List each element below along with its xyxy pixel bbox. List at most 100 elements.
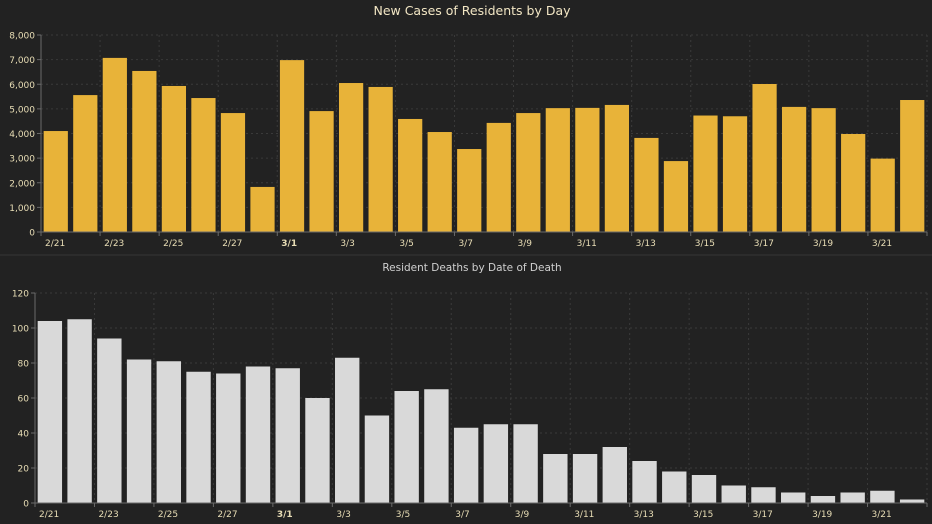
cases-bar-3-7[interactable] <box>457 149 482 232</box>
cases-ytick-label: 4,000 <box>9 130 35 140</box>
cases-ytick-label: 6,000 <box>9 81 35 91</box>
deaths-xtick-label: 2/27 <box>217 510 237 520</box>
deaths-bar-2-23[interactable] <box>97 338 122 504</box>
deaths-xtick-label: 3/11 <box>574 510 594 520</box>
cases-bar-3-8[interactable] <box>486 122 511 232</box>
cases-ytick-label: 8,000 <box>9 32 35 42</box>
cases-bar-2-25[interactable] <box>161 85 187 232</box>
deaths-bar-3-5[interactable] <box>394 391 419 503</box>
panel-divider <box>0 254 932 256</box>
deaths-bar-3-20[interactable] <box>840 492 865 504</box>
deaths-bar-2-26[interactable] <box>186 371 211 503</box>
deaths-bar-2-22[interactable] <box>67 319 92 503</box>
deaths-bar-3-15[interactable] <box>691 475 717 503</box>
cases-bar-3-9[interactable] <box>516 113 541 232</box>
deaths-chart: Resident Deaths by Date of Death 0 20 40 60 8… <box>12 262 928 520</box>
cases-bar-3-2[interactable] <box>309 111 334 232</box>
deaths-bar-3-7[interactable] <box>453 427 479 503</box>
cases-ytick-label: 0 <box>29 229 35 239</box>
cases-ytick-label: 2,000 <box>9 179 35 189</box>
deaths-xtick-label: 3/1 <box>277 510 293 520</box>
cases-ytick-label: 7,000 <box>9 56 35 66</box>
cases-bar-3-12[interactable] <box>604 104 630 232</box>
deaths-bar-3-1[interactable] <box>275 368 300 503</box>
deaths-ytick-label: 120 <box>12 290 29 300</box>
cases-bar-3-20[interactable] <box>841 133 866 232</box>
cases-bar-3-18[interactable] <box>781 106 807 232</box>
deaths-bar-3-22[interactable] <box>899 499 925 504</box>
deaths-ytick-label: 20 <box>18 465 30 475</box>
deaths-bar-3-2[interactable] <box>305 398 330 503</box>
cases-bar-3-3[interactable] <box>338 83 364 232</box>
cases-ytick-label: 3,000 <box>9 155 35 165</box>
deaths-ytick-label: 80 <box>18 360 30 370</box>
cases-xtick-label: 3/19 <box>813 239 833 249</box>
deaths-xtick-label: 3/7 <box>455 510 469 520</box>
cases-bar-3-21[interactable] <box>870 158 895 232</box>
cases-bar-2-22[interactable] <box>73 95 98 233</box>
deaths-bar-3-17[interactable] <box>751 487 776 503</box>
deaths-ytick-label: 40 <box>18 430 30 440</box>
cases-bar-2-28[interactable] <box>250 186 275 232</box>
deaths-bar-2-24[interactable] <box>126 359 152 504</box>
cases-chart-title: New Cases of Residents by Day <box>373 3 571 18</box>
cases-xtick-label: 2/23 <box>104 239 124 249</box>
deaths-bar-2-21[interactable] <box>37 321 63 503</box>
cases-xtick-label: 3/15 <box>695 239 715 249</box>
cases-bar-3-16[interactable] <box>722 116 748 232</box>
deaths-bar-3-6[interactable] <box>424 389 449 503</box>
cases-bar-2-24[interactable] <box>132 70 157 232</box>
cases-bar-2-23[interactable] <box>102 57 127 233</box>
deaths-bar-3-14[interactable] <box>662 471 687 504</box>
deaths-bar-3-4[interactable] <box>364 415 390 504</box>
deaths-bar-2-25[interactable] <box>156 361 181 503</box>
cases-bar-3-10[interactable] <box>545 108 570 232</box>
deaths-bar-3-10[interactable] <box>543 454 568 503</box>
cases-ytick-label: 5,000 <box>9 105 35 115</box>
deaths-xtick-label: 3/13 <box>634 510 654 520</box>
deaths-bar-3-13[interactable] <box>632 461 657 503</box>
cases-xtick-label: 3/3 <box>340 239 354 249</box>
cases-bar-2-27[interactable] <box>220 113 246 232</box>
deaths-bar-3-16[interactable] <box>721 485 746 504</box>
deaths-xtick-label: 2/25 <box>158 510 178 520</box>
deaths-chart-title: Resident Deaths by Date of Death <box>382 262 561 274</box>
cases-xtick-label: 2/21 <box>45 239 65 249</box>
cases-bar-2-26[interactable] <box>191 98 216 232</box>
cases-xtick-label: 3/11 <box>577 239 597 249</box>
cases-bar-3-19[interactable] <box>811 108 836 232</box>
deaths-ytick-label: 0 <box>23 500 29 510</box>
cases-bar-3-15[interactable] <box>693 115 718 232</box>
cases-xtick-label: 2/25 <box>163 239 183 249</box>
cases-xtick-label: 3/1 <box>281 239 297 249</box>
cases-bar-2-21[interactable] <box>43 131 68 232</box>
cases-bar-3-6[interactable] <box>427 132 452 232</box>
cases-bar-3-22[interactable] <box>900 100 925 232</box>
cases-xtick-label: 3/21 <box>872 239 892 249</box>
deaths-bar-2-28[interactable] <box>245 366 271 504</box>
deaths-xtick-label: 3/19 <box>812 510 832 520</box>
deaths-bar-3-9[interactable] <box>513 424 538 503</box>
cases-bar-3-14[interactable] <box>663 161 689 232</box>
new-cases-chart-panel: New Cases of Residents by Day 0 1,000 2,000… <box>0 0 932 254</box>
deaths-bar-3-19[interactable] <box>810 496 836 503</box>
deaths-bar-3-12[interactable] <box>602 447 627 503</box>
deaths-xtick-label: 3/15 <box>693 510 713 520</box>
cases-bar-3-1[interactable] <box>279 60 305 233</box>
deaths-xtick-label: 3/17 <box>753 510 773 520</box>
cases-bar-3-4[interactable] <box>368 86 393 233</box>
cases-bar-3-17[interactable] <box>752 84 777 232</box>
cases-bar-3-11[interactable] <box>575 107 600 232</box>
cases-xtick-label: 3/5 <box>399 239 413 249</box>
deaths-bar-3-18[interactable] <box>781 492 806 504</box>
deaths-bar-3-3[interactable] <box>335 357 360 503</box>
deaths-bar-3-11[interactable] <box>572 454 598 503</box>
cases-bar-3-13[interactable] <box>634 137 659 232</box>
deaths-xtick-label: 3/3 <box>336 510 350 520</box>
deaths-xtick-label: 2/21 <box>39 510 59 520</box>
cases-bar-3-5[interactable] <box>398 118 423 232</box>
deaths-bar-3-21[interactable] <box>870 490 895 503</box>
deaths-bar-2-27[interactable] <box>216 373 241 504</box>
deaths-ytick-label: 100 <box>12 325 29 335</box>
deaths-bar-3-8[interactable] <box>483 424 509 503</box>
